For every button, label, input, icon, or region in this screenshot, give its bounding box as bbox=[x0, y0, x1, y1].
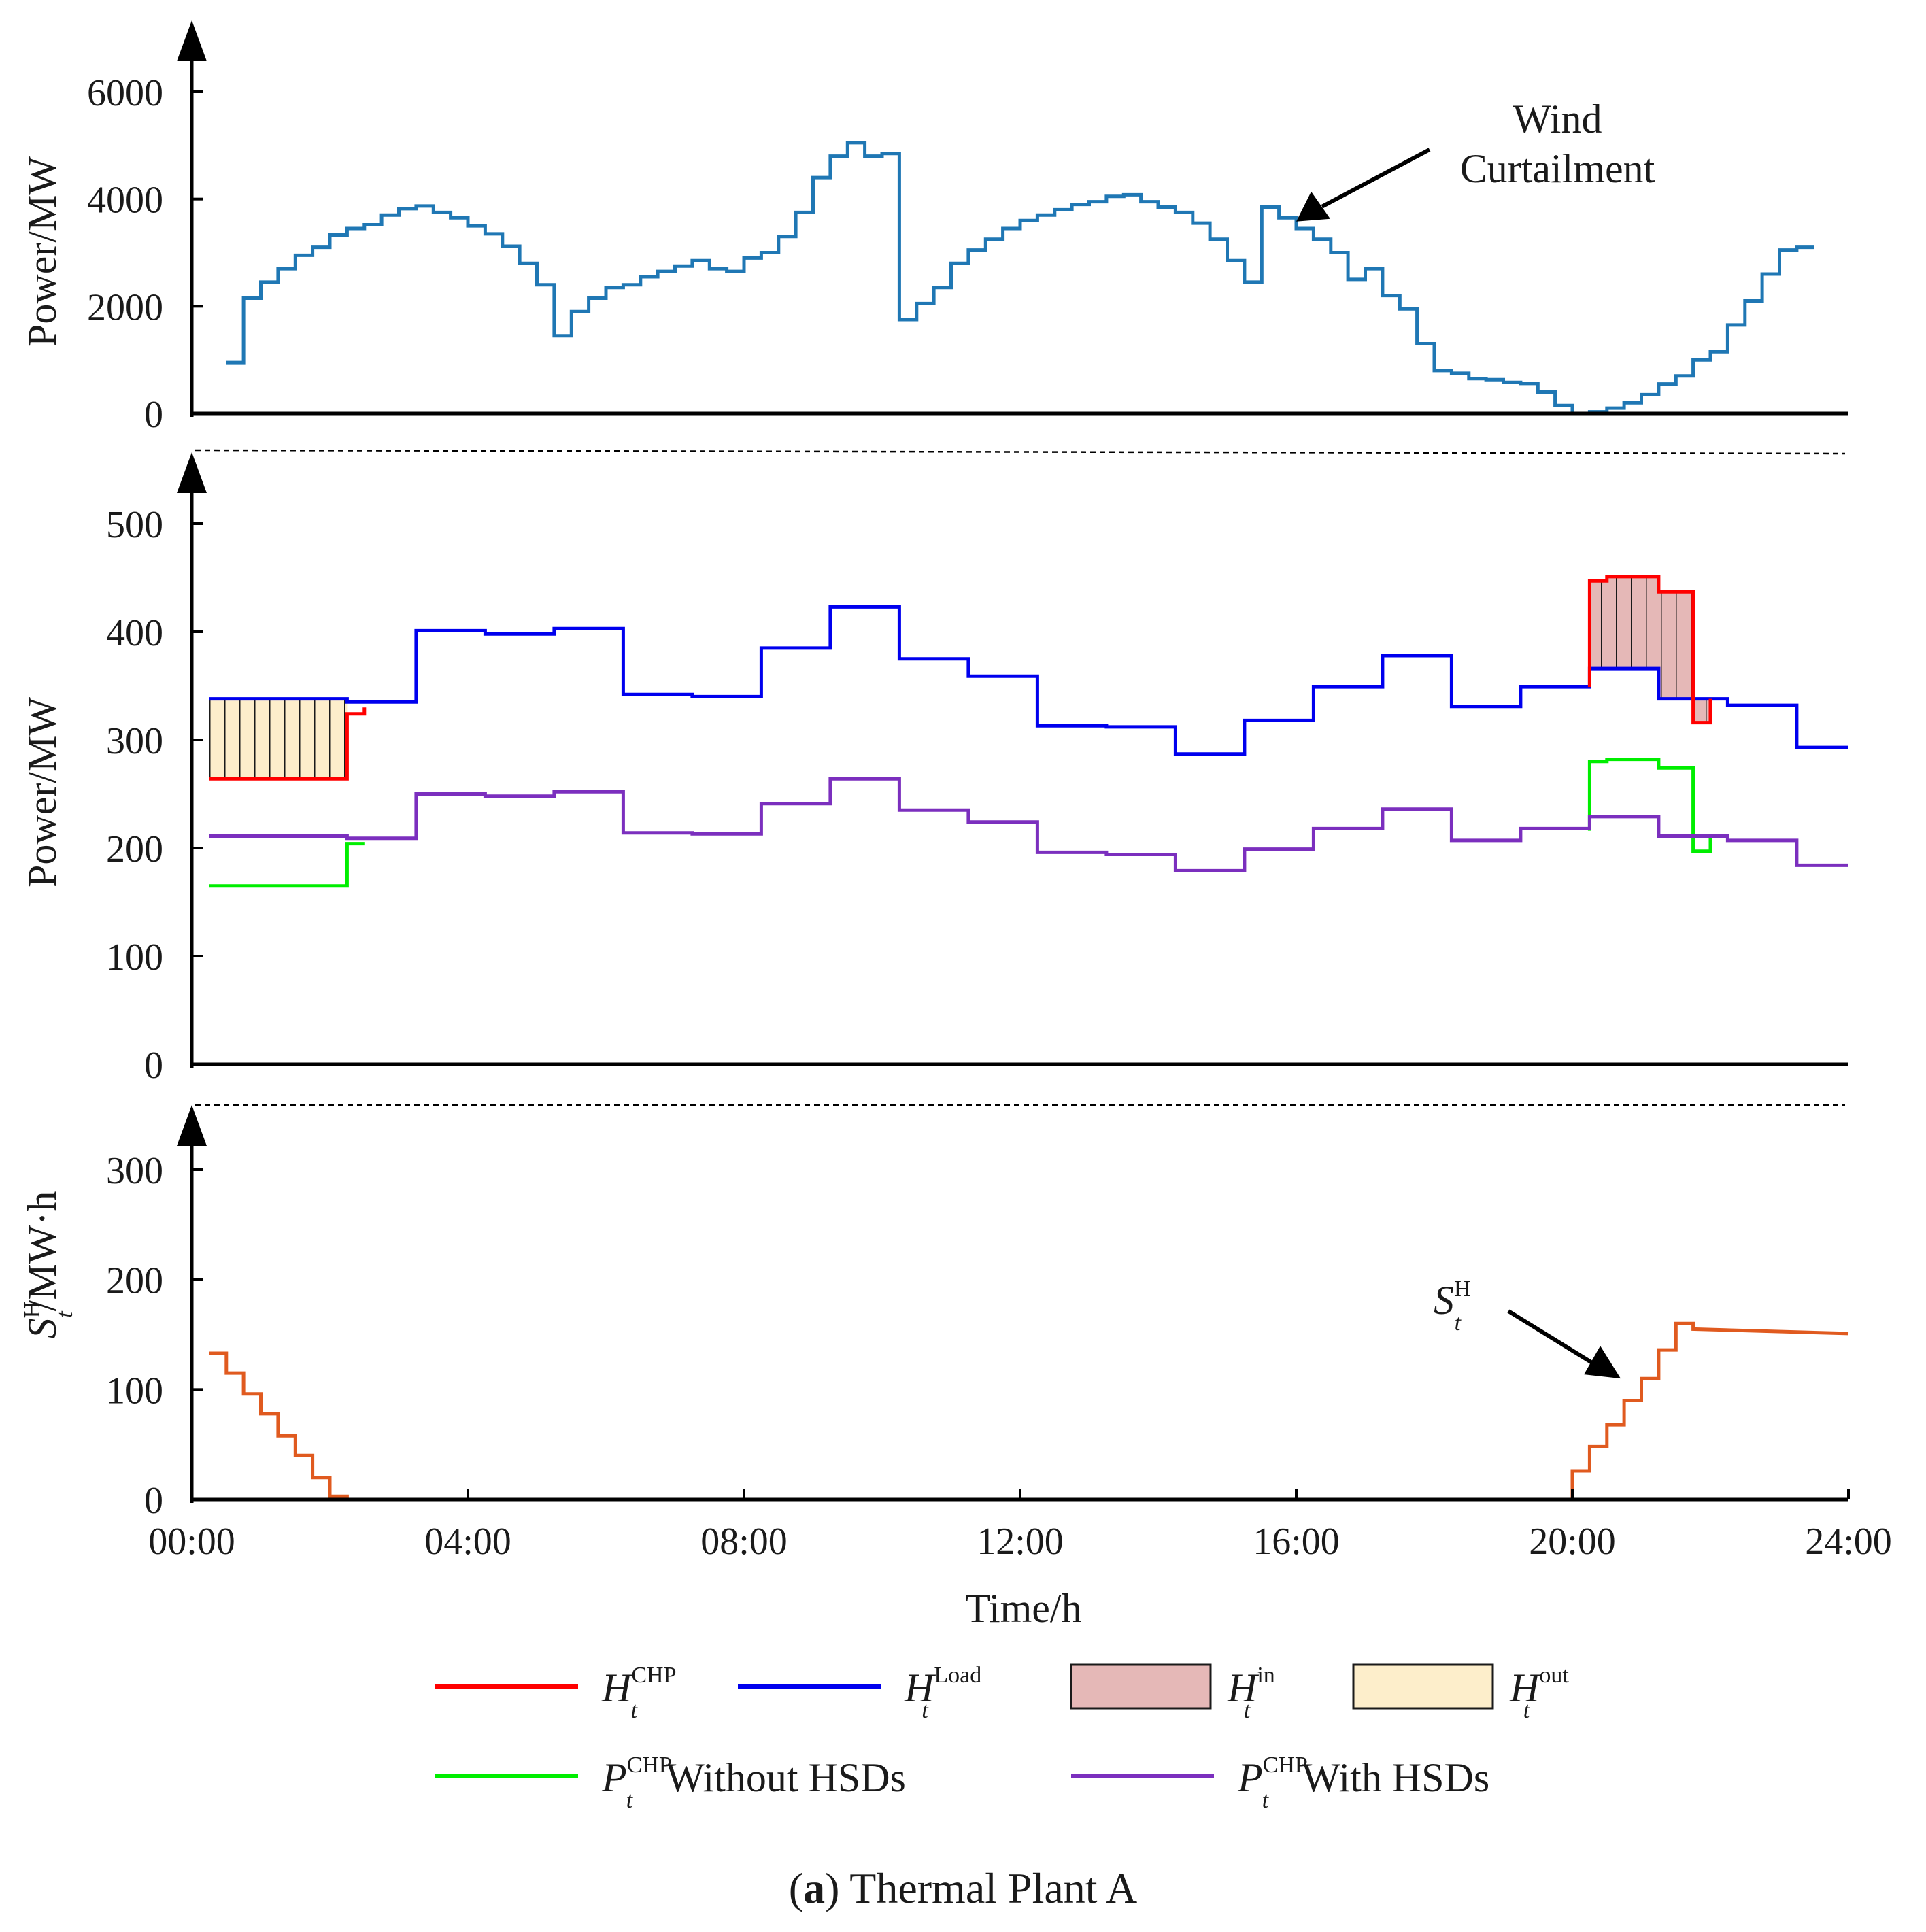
annotation-superscript: H bbox=[1454, 1276, 1471, 1302]
text-layer: 0 2000 4000 6000 0 100 200 300 400 500 0 100 200 300 0… bbox=[20, 72, 1892, 1912]
legend-label: PCHP t Without HSDs bbox=[601, 1752, 906, 1813]
legend-item-1: HCHP t bbox=[435, 1663, 676, 1723]
legend-suffix: With HSDs bbox=[1302, 1755, 1489, 1800]
annotation-symbol: S bbox=[1434, 1278, 1454, 1323]
legend-symbol: P bbox=[1237, 1755, 1263, 1800]
series-heat-p-t-chp-with-hsds bbox=[209, 777, 1848, 872]
wind-y-axis-label: Power/MW bbox=[20, 156, 65, 347]
ylabel-unit: /MW·h bbox=[20, 1191, 65, 1312]
legend-superscript: in bbox=[1257, 1663, 1274, 1688]
legend-label: HCHP t bbox=[601, 1663, 676, 1723]
heat-y-tick-label: 200 bbox=[106, 828, 163, 870]
legend-label: Hout t bbox=[1509, 1663, 1569, 1723]
legend-symbol: H bbox=[904, 1665, 936, 1710]
ylabel-subscript: t bbox=[52, 1310, 78, 1318]
series-heat-h-t-chp-part-1 bbox=[209, 707, 367, 781]
annotation-wind-arrow-shaft bbox=[1321, 148, 1431, 209]
legend-suffix: Without HSDs bbox=[666, 1755, 906, 1800]
heat-y-axis-arrow bbox=[177, 452, 207, 493]
annotation-storage-arrow-shaft bbox=[1507, 1309, 1595, 1366]
wind-y-tick-label: 0 bbox=[144, 394, 163, 436]
storage-y-axis-arrow bbox=[177, 1105, 207, 1146]
storage-y-tick-label: 0 bbox=[144, 1480, 163, 1522]
legend-label: PCHP t With HSDs bbox=[1237, 1752, 1489, 1813]
legend-symbol: H bbox=[1227, 1665, 1260, 1710]
panel-separator bbox=[195, 449, 1846, 455]
legend-item-4: Hout t bbox=[1352, 1663, 1569, 1723]
storage-y-tick-label: 100 bbox=[106, 1370, 163, 1412]
storage-y-tick-label: 200 bbox=[106, 1260, 163, 1302]
caption-text: ) Thermal Plant A bbox=[825, 1864, 1137, 1912]
series-layer bbox=[209, 141, 1849, 1502]
fill-layer bbox=[209, 576, 1710, 779]
legend-superscript: CHP bbox=[631, 1663, 676, 1688]
legend-subscript: t bbox=[1244, 1698, 1251, 1723]
series-wind-wind-curtailment bbox=[226, 141, 1814, 416]
x-tick-label: 24:00 bbox=[1805, 1521, 1892, 1563]
axes-layer bbox=[177, 20, 1850, 1503]
legend-symbol: H bbox=[1509, 1665, 1542, 1710]
heat-y-tick-label: 300 bbox=[106, 720, 163, 762]
annotation-storage-arrowhead bbox=[1584, 1346, 1621, 1379]
legend-superscript: out bbox=[1539, 1663, 1569, 1688]
legend-superscript: CHP bbox=[1263, 1752, 1308, 1778]
legend-label: Hin t bbox=[1227, 1663, 1275, 1723]
legend-subscript: t bbox=[626, 1788, 634, 1813]
legend-symbol: H bbox=[601, 1665, 634, 1710]
x-tick-label: 04:00 bbox=[424, 1521, 511, 1563]
caption-paren-open: ( bbox=[789, 1864, 803, 1912]
legend-subscript: t bbox=[1262, 1788, 1270, 1813]
heat-y-axis-label: Power/MW bbox=[20, 697, 65, 887]
heat-storage-discharging-fill bbox=[209, 698, 348, 779]
storage-y-tick-label: 300 bbox=[106, 1150, 163, 1192]
ylabel-superscript: H bbox=[20, 1302, 45, 1319]
wind-y-tick-label: 4000 bbox=[87, 180, 163, 222]
wind-y-tick-label: 2000 bbox=[87, 286, 163, 328]
legend-subscript: t bbox=[922, 1698, 929, 1723]
x-tick-label: 16:00 bbox=[1253, 1521, 1340, 1563]
legend-superscript: Load bbox=[934, 1663, 981, 1688]
annotation-subscript: t bbox=[1455, 1310, 1462, 1336]
legend-item-5: PCHP t Without HSDs bbox=[435, 1752, 906, 1813]
legend-subscript: t bbox=[1523, 1698, 1531, 1723]
legend-superscript: CHP bbox=[627, 1752, 672, 1778]
wind-y-axis-arrow bbox=[177, 20, 207, 61]
series-heat-p-t-chp-without-hsds-part-1 bbox=[209, 842, 365, 888]
series-heat-h-t-chp-part-2 bbox=[1587, 575, 1712, 725]
legend-swatch-box bbox=[1070, 1663, 1212, 1710]
legend-item-2: HLoad t bbox=[738, 1663, 981, 1723]
legend-item-6: PCHP t With HSDs bbox=[1071, 1752, 1489, 1813]
ylabel-symbol: S bbox=[20, 1318, 65, 1338]
heat-y-tick-label: 0 bbox=[144, 1045, 163, 1087]
heat-y-tick-label: 500 bbox=[106, 504, 163, 546]
series-heat-p-t-chp-without-hsds-part-2 bbox=[1587, 758, 1712, 853]
annotation-wind: Wind bbox=[1513, 97, 1602, 141]
legend-symbol: P bbox=[601, 1755, 627, 1800]
legend-item-3: Hin t bbox=[1070, 1663, 1275, 1723]
legend-label: HLoad t bbox=[904, 1663, 981, 1723]
x-tick-label: 08:00 bbox=[700, 1521, 788, 1563]
heat-storage-charging-fill bbox=[1589, 576, 1710, 723]
caption-letter: a bbox=[803, 1864, 825, 1912]
annotation-wind-arrowhead bbox=[1296, 191, 1330, 222]
heat-y-tick-label: 100 bbox=[106, 936, 163, 979]
x-tick-label: 20:00 bbox=[1529, 1521, 1616, 1563]
annotation-curtailment: Curtailment bbox=[1460, 146, 1655, 191]
x-tick-label: 12:00 bbox=[977, 1521, 1064, 1563]
x-axis-label: Time/h bbox=[965, 1586, 1081, 1631]
storage-y-axis-label: SH t/MW·h bbox=[20, 1191, 78, 1339]
legend-swatch-box bbox=[1352, 1663, 1494, 1710]
annotation-storage-label: SH t bbox=[1434, 1276, 1471, 1336]
x-tick-label: 00:00 bbox=[148, 1521, 235, 1563]
wind-y-tick-label: 6000 bbox=[87, 72, 163, 114]
heat-y-tick-label: 400 bbox=[106, 612, 163, 654]
legend-subscript: t bbox=[630, 1698, 638, 1723]
figure-caption: (a) Thermal Plant A bbox=[789, 1864, 1138, 1912]
